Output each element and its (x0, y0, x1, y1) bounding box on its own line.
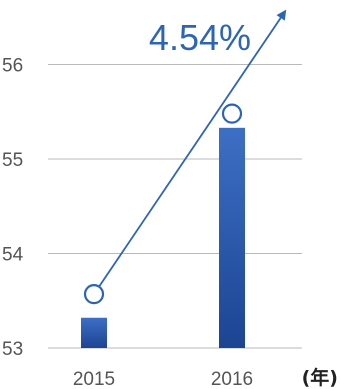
trend-arrow-line (93, 9, 287, 295)
x-tick-label-2015: 2015 (73, 369, 115, 389)
y-tick-label-53: 53 (2, 339, 23, 360)
trend-point-2016 (221, 103, 243, 124)
trend-point-2015 (83, 284, 105, 305)
x-axis-unit-label: (年) (302, 366, 338, 389)
y-tick-label-56: 56 (2, 56, 23, 77)
y-tick-label-54: 54 (2, 245, 24, 266)
growth-annotation: 4.54% (149, 17, 251, 58)
bar-2016 (219, 127, 245, 348)
x-tick-label-2016: 2016 (211, 369, 253, 389)
y-tick-label-55: 55 (2, 150, 23, 171)
bar-2015 (81, 317, 107, 348)
